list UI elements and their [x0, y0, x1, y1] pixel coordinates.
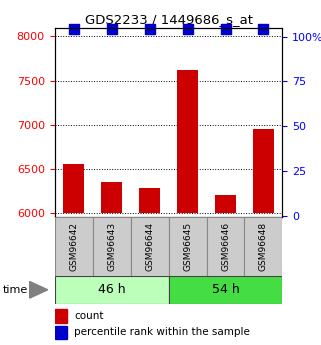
- Point: [185, 26, 190, 31]
- Bar: [177, 70, 198, 213]
- Bar: [139, 188, 160, 213]
- Text: GSM96643: GSM96643: [107, 222, 116, 271]
- Bar: [55, 326, 67, 339]
- Bar: [55, 276, 169, 304]
- Bar: [55, 309, 67, 323]
- Point: [223, 26, 228, 31]
- Point: [109, 26, 114, 31]
- Bar: [63, 165, 84, 213]
- Point: [147, 26, 152, 31]
- Bar: [169, 276, 282, 304]
- Bar: [92, 217, 131, 276]
- Bar: [101, 182, 122, 213]
- Bar: [206, 217, 245, 276]
- Point: [261, 26, 266, 31]
- Bar: [253, 129, 274, 213]
- Title: GDS2233 / 1449686_s_at: GDS2233 / 1449686_s_at: [84, 13, 253, 27]
- Text: 54 h: 54 h: [212, 283, 239, 296]
- Text: GSM96644: GSM96644: [145, 222, 154, 271]
- Text: time: time: [3, 285, 29, 295]
- Point: [71, 26, 76, 31]
- Bar: [169, 217, 206, 276]
- Bar: [245, 217, 282, 276]
- Bar: [55, 217, 92, 276]
- Text: GSM96642: GSM96642: [69, 222, 78, 271]
- Bar: [131, 217, 169, 276]
- Bar: [215, 195, 236, 213]
- Text: percentile rank within the sample: percentile rank within the sample: [74, 327, 250, 337]
- Text: GSM96648: GSM96648: [259, 222, 268, 271]
- Text: GSM96646: GSM96646: [221, 222, 230, 271]
- Text: GSM96645: GSM96645: [183, 222, 192, 271]
- Text: 46 h: 46 h: [98, 283, 126, 296]
- Polygon shape: [30, 282, 48, 298]
- Text: count: count: [74, 311, 103, 321]
